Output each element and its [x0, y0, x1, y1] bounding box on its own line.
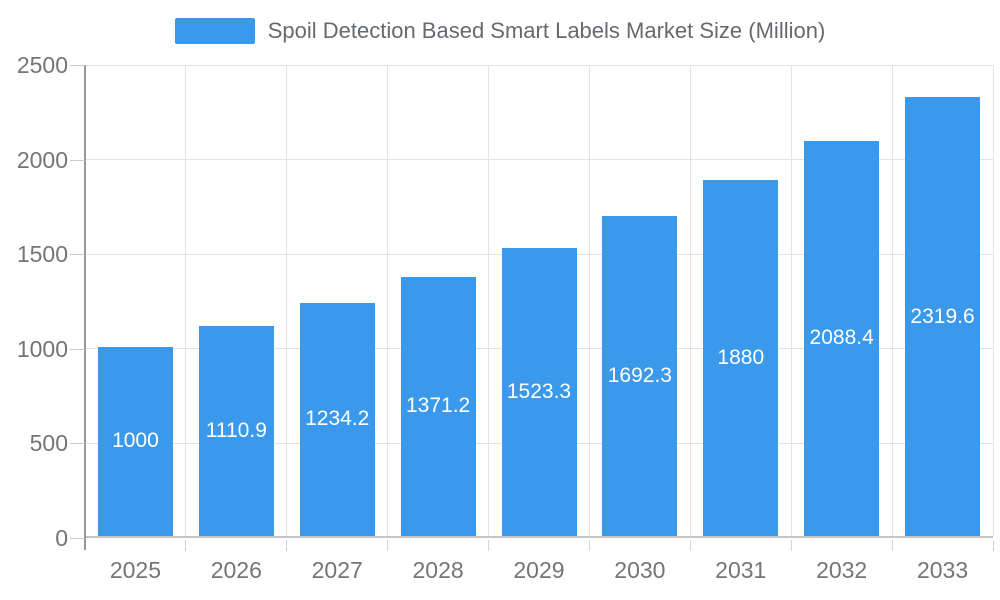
x-tick-label: 2026 — [210, 557, 262, 583]
gridline-v — [891, 65, 893, 536]
gridline-v — [387, 65, 389, 536]
x-tick-mark — [891, 540, 893, 551]
bar-value-label: 2088.4 — [809, 326, 874, 350]
legend-item[interactable]: Spoil Detection Based Smart Labels Marke… — [0, 15, 1000, 47]
bar[interactable]: 1371.2 — [400, 276, 476, 536]
y-axis-line — [84, 65, 86, 550]
bar[interactable]: 1880 — [703, 180, 779, 536]
x-tick-mark — [790, 540, 792, 551]
plot-area: 1000 1110.9 1234.2 1371.2 1523.3 1692.3 1880 20… — [85, 64, 994, 538]
y-tick-mark — [70, 348, 85, 350]
bar[interactable]: 1523.3 — [501, 247, 577, 536]
gridline-v — [588, 65, 590, 536]
y-tick-mark — [70, 159, 85, 161]
bar-value-label: 1523.3 — [506, 379, 572, 403]
gridline-v — [790, 65, 792, 536]
x-tick-mark — [286, 540, 288, 551]
x-tick-label: 2029 — [513, 557, 565, 583]
x-tick-mark — [387, 540, 389, 551]
x-tick-mark — [588, 540, 590, 551]
bar-value-label: 1000 — [112, 429, 159, 453]
bar-value-label: 2319.6 — [910, 304, 975, 328]
gridline-v — [185, 65, 187, 536]
gridline-v — [992, 65, 994, 536]
gridline-v — [488, 65, 490, 536]
gridline-h — [85, 64, 993, 66]
bar[interactable]: 1234.2 — [299, 302, 375, 536]
bar-value-label: 1110.9 — [205, 418, 267, 442]
gridline-h — [85, 159, 993, 161]
x-tick-mark — [689, 540, 691, 551]
y-tick-label: 2000 — [16, 146, 68, 173]
x-tick-mark — [185, 540, 187, 551]
bar-value-label: 1234.2 — [305, 407, 370, 431]
gridline-v — [286, 65, 288, 536]
x-tick-mark — [488, 540, 490, 551]
y-tick-label: 0 — [55, 525, 68, 551]
y-tick-mark — [70, 65, 85, 66]
bar-value-label: 1880 — [717, 346, 765, 370]
bar-value-label: 1371.2 — [405, 394, 471, 418]
gridline-v — [689, 65, 691, 536]
bar-value-label: 1692.3 — [607, 363, 672, 387]
x-tick-label: 2032 — [816, 557, 868, 583]
legend-swatch-icon — [174, 18, 255, 44]
x-tick-label: 2033 — [916, 557, 969, 583]
x-tick-label: 2028 — [412, 557, 464, 583]
x-tick-label: 2025 — [109, 557, 162, 583]
y-tick-label: 2500 — [16, 52, 68, 78]
y-tick-mark — [70, 443, 85, 445]
bar[interactable]: 1692.3 — [602, 215, 678, 536]
bar[interactable]: 1000 — [97, 346, 173, 536]
y-tick-label: 500 — [29, 430, 68, 457]
x-tick-label: 2030 — [614, 557, 666, 583]
bar[interactable]: 2088.4 — [804, 140, 880, 536]
x-tick-label: 2027 — [311, 557, 363, 583]
bar[interactable]: 2319.6 — [905, 97, 981, 536]
legend-label: Spoil Detection Based Smart Labels Marke… — [267, 18, 826, 43]
bar[interactable]: 1110.9 — [198, 325, 274, 536]
y-tick-label: 1000 — [16, 335, 68, 362]
x-tick-label: 2031 — [715, 557, 767, 583]
y-tick-label: 1500 — [16, 241, 68, 268]
y-tick-mark — [70, 538, 85, 539]
y-tick-mark — [70, 254, 85, 256]
x-tick-mark — [992, 540, 994, 551]
